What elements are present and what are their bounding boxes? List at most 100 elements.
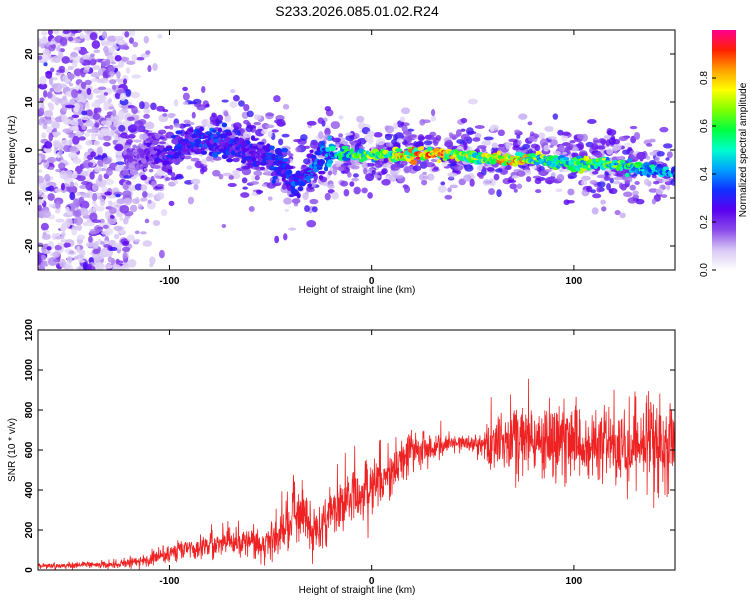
heatmap-cell — [552, 155, 559, 159]
x-tick-label: 0 — [369, 576, 375, 587]
heatmap-cell — [403, 185, 411, 193]
heatmap-cell — [419, 146, 425, 151]
heatmap-cell — [158, 141, 167, 145]
heatmap-cell — [618, 182, 624, 189]
heatmap-cell — [486, 166, 495, 172]
heatmap-cell — [67, 152, 78, 159]
heatmap-cell — [95, 94, 103, 99]
heatmap-cell — [68, 250, 75, 255]
heatmap-cell — [318, 170, 326, 175]
heatmap-cell — [561, 134, 568, 142]
heatmap-cell — [246, 110, 254, 118]
heatmap-cell — [54, 236, 65, 240]
heatmap-cell — [505, 142, 512, 150]
heatmap-cell — [478, 173, 484, 179]
heatmap-cell — [231, 170, 241, 174]
heatmap-cell — [253, 114, 262, 121]
heatmap-cell — [627, 158, 633, 163]
heatmap-cell — [67, 65, 74, 71]
heatmap-cell — [62, 30, 70, 35]
heatmap-cell — [596, 145, 606, 150]
heatmap-cell — [552, 151, 561, 156]
heatmap-cell — [592, 193, 602, 199]
heatmap-cell — [528, 135, 536, 142]
heatmap-cell — [132, 41, 139, 48]
heatmap-cell — [91, 192, 98, 202]
heatmap-cell — [199, 126, 204, 131]
heatmap-cell — [518, 113, 528, 120]
heatmap-cell — [71, 228, 78, 236]
heatmap-cell — [104, 210, 111, 220]
heatmap-cell — [108, 200, 113, 207]
heatmap-cell — [399, 116, 406, 123]
heatmap-cell — [211, 151, 219, 158]
heatmap-cell — [55, 218, 65, 223]
heatmap-cell — [555, 188, 563, 193]
heatmap-cell — [123, 197, 133, 206]
heatmap-cell — [352, 173, 359, 178]
heatmap-cell — [113, 233, 120, 240]
heatmap-cell — [482, 179, 491, 186]
heatmap-cell — [319, 161, 324, 167]
heatmap-cell — [424, 134, 435, 140]
heatmap-cell — [589, 179, 598, 185]
heatmap-cell — [52, 55, 61, 63]
heatmap-cell — [437, 185, 447, 193]
heatmap-cell — [302, 192, 309, 201]
y-tick-label: 1200 — [24, 318, 35, 341]
heatmap-cell — [158, 249, 165, 259]
heatmap-cell — [67, 36, 74, 42]
heatmap-cell — [110, 128, 116, 136]
heatmap-cell — [88, 235, 93, 244]
heatmap-cell — [86, 87, 92, 96]
heatmap-cell — [85, 109, 93, 117]
heatmap-cell — [126, 148, 132, 153]
heatmap-cell — [162, 109, 169, 113]
heatmap-cell — [622, 149, 630, 155]
heatmap-cell — [40, 222, 49, 231]
heatmap-cell — [90, 151, 96, 158]
heatmap-cell — [47, 193, 55, 201]
heatmap-cell — [284, 208, 290, 212]
heatmap-cell — [305, 175, 314, 179]
heatmap-cell — [230, 89, 236, 94]
heatmap-cell — [513, 188, 518, 193]
heatmap-cell — [42, 122, 48, 130]
heatmap-cell — [276, 119, 286, 127]
heatmap-cell — [353, 186, 361, 195]
heatmap-cell — [167, 112, 175, 119]
heatmap-cell — [362, 161, 368, 169]
heatmap-cell — [324, 192, 331, 201]
heatmap-cell — [612, 146, 618, 152]
heatmap-cell — [423, 140, 433, 146]
heatmap-cell — [576, 133, 585, 140]
colorbar: 0.0 0.2 0.4 0.6 0.8 Normalized spectral ampl… — [699, 30, 749, 277]
heatmap-cell — [367, 137, 374, 145]
heatmap-cell — [250, 135, 256, 141]
heatmap-cell — [70, 51, 79, 58]
heatmap-cell — [147, 65, 152, 73]
heatmap-cell — [651, 174, 657, 179]
heatmap-cell — [530, 143, 539, 149]
heatmap-cell — [89, 231, 98, 235]
heatmap-cell — [81, 110, 88, 116]
heatmap-cell — [558, 168, 564, 173]
heatmap-cell — [156, 183, 165, 188]
heatmap-cell — [581, 175, 591, 181]
heatmap-cell — [522, 143, 531, 150]
heatmap-cell — [593, 164, 598, 170]
heatmap-cell — [144, 121, 155, 130]
heatmap-cell — [89, 59, 97, 66]
heatmap-cell — [282, 103, 290, 110]
heatmap-cell — [142, 163, 149, 169]
heatmap-cell — [608, 188, 614, 194]
heatmap-cell — [317, 154, 325, 159]
heatmap-cell — [600, 199, 606, 205]
heatmap-cell — [60, 139, 70, 147]
heatmap-cell — [123, 262, 128, 268]
heatmap-cell — [581, 180, 588, 186]
heatmap-cell — [221, 122, 228, 128]
snr-y-axis-label: SNR (10 * v/v) — [7, 418, 18, 482]
heatmap-cell — [70, 89, 79, 99]
heatmap-cell — [538, 132, 546, 140]
